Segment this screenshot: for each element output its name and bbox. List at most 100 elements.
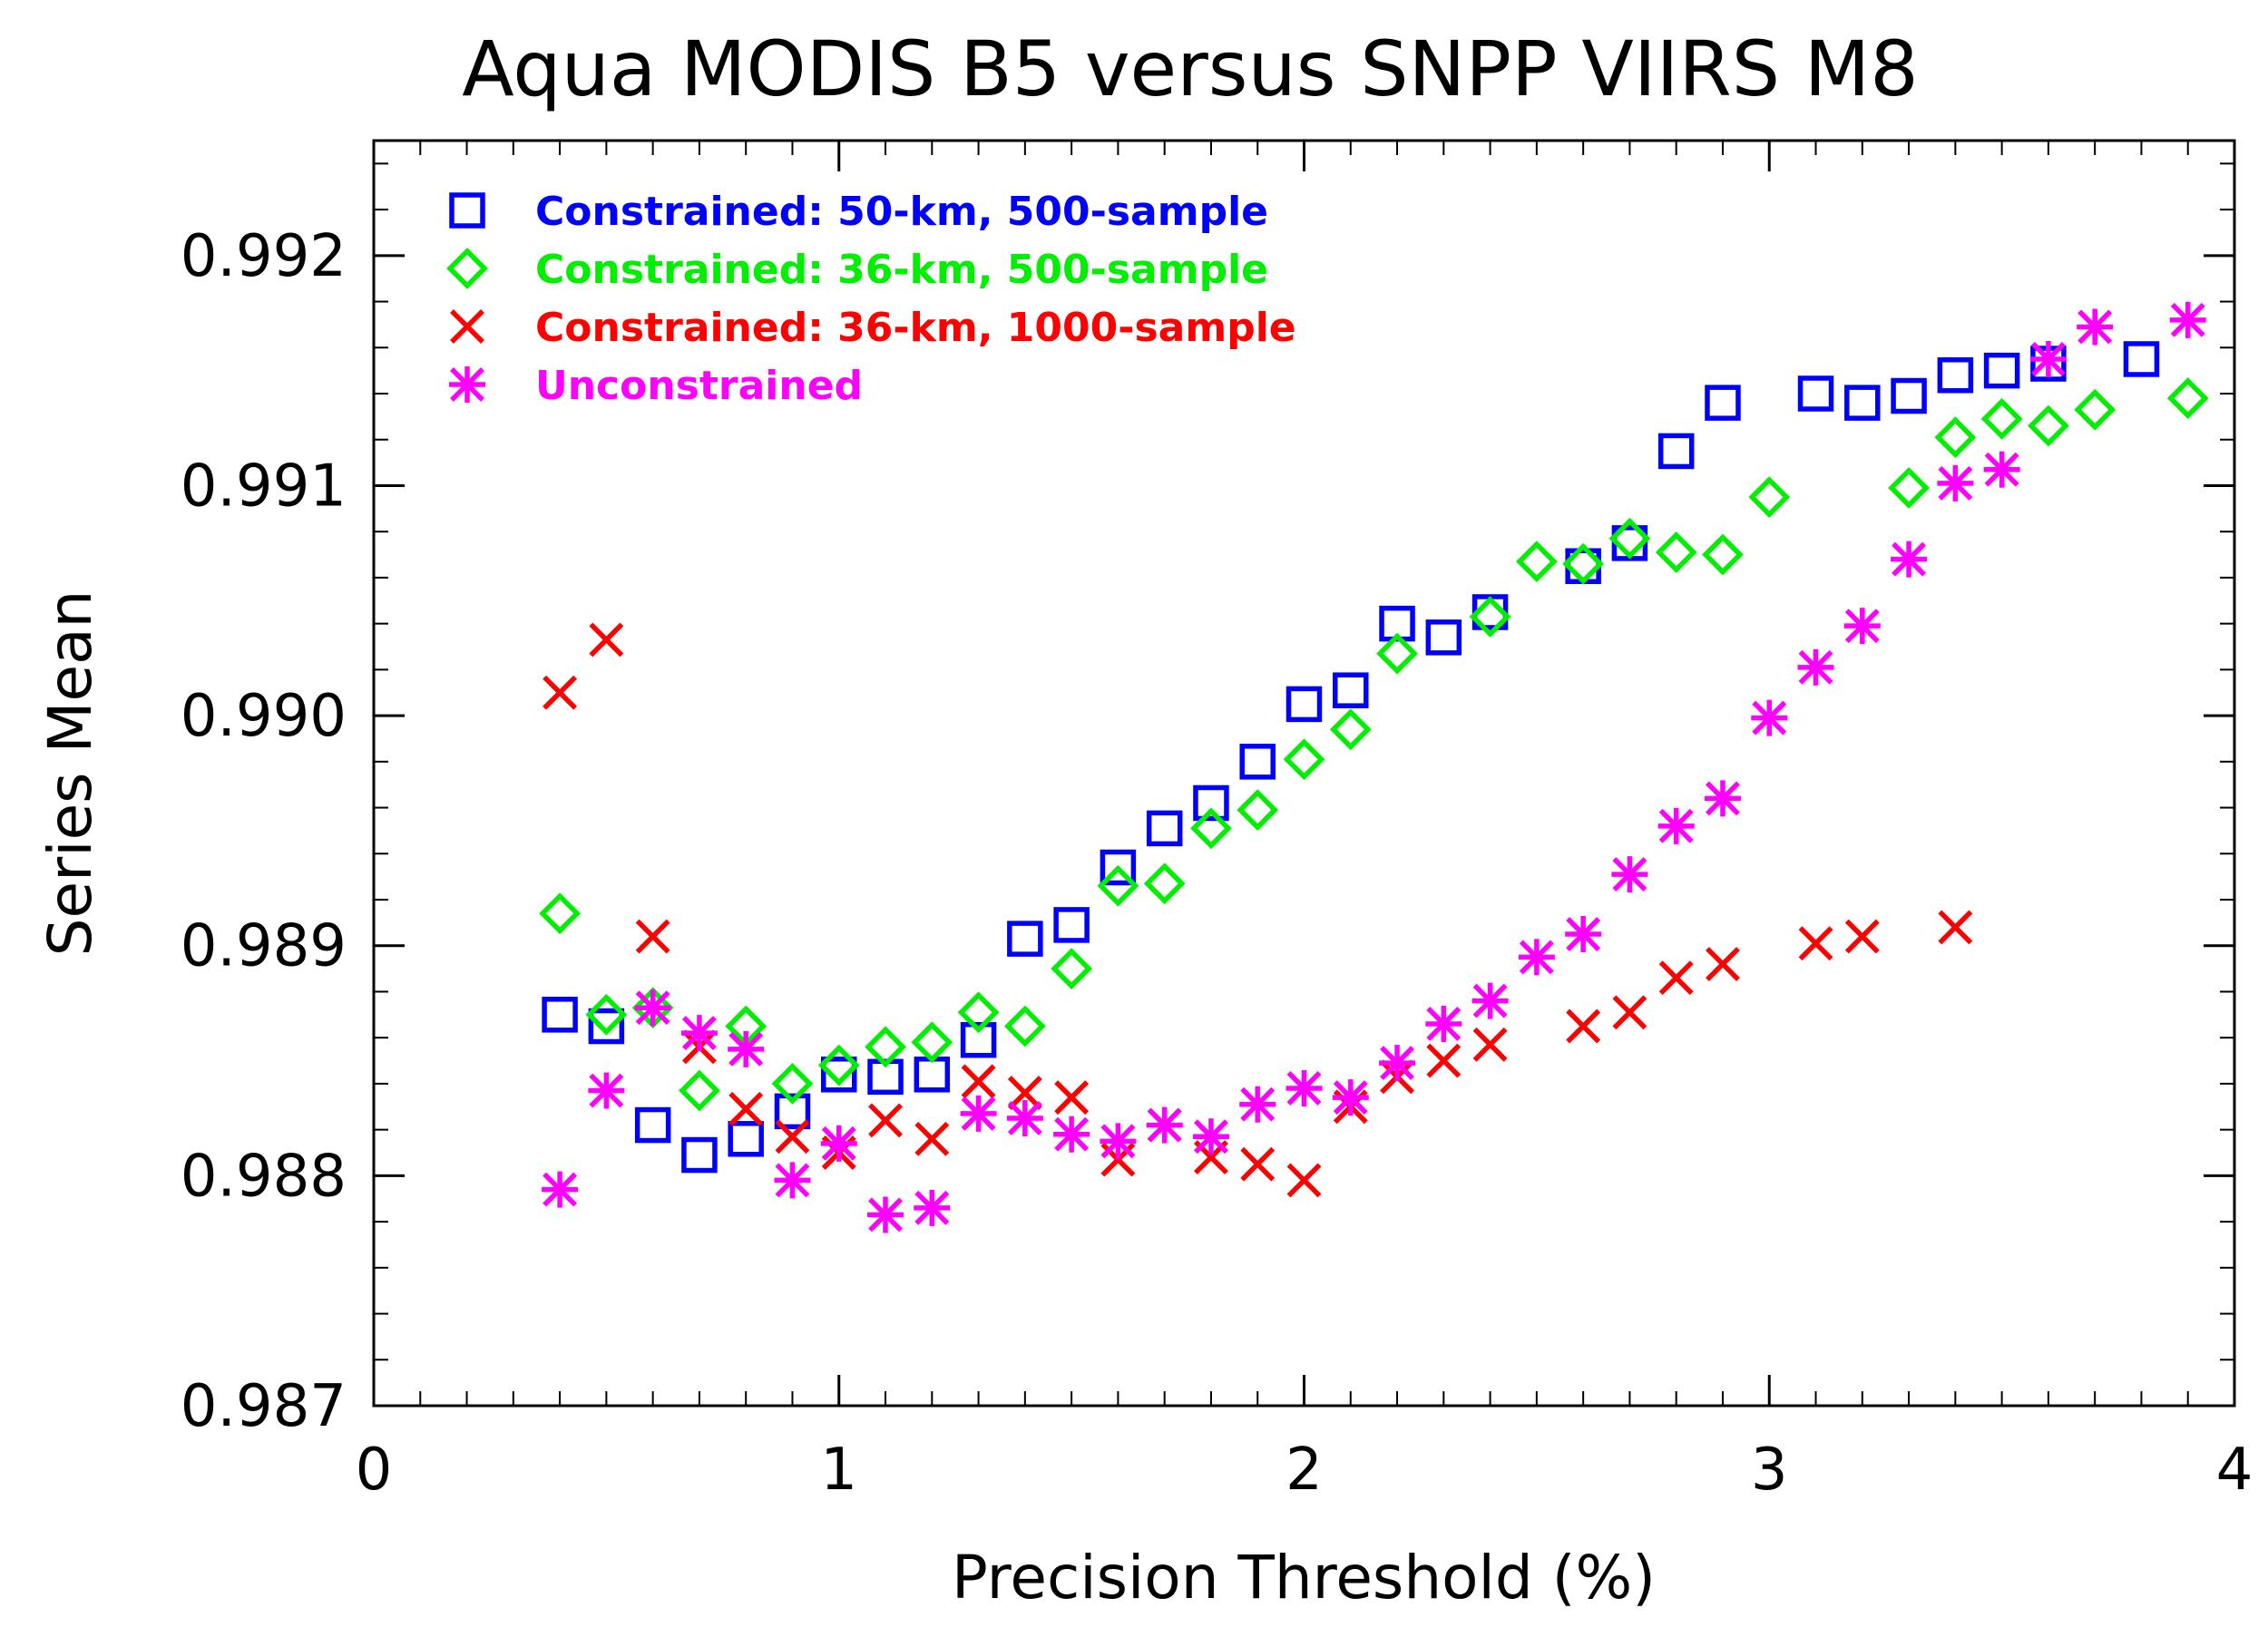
data-point: [1562, 542, 1605, 585]
legend-label: Constrained: 36-km, 500-sample: [535, 247, 1268, 293]
data-point: [960, 1095, 997, 1132]
x-tick-label: 2: [1286, 1437, 1323, 1504]
series-asterisk: [542, 301, 2206, 1233]
data-point: [1566, 1009, 1601, 1044]
data-point: [1053, 1116, 1090, 1153]
y-axis-label: Series Mean: [35, 590, 105, 957]
data-point: [914, 1189, 951, 1226]
data-point: [1237, 789, 1279, 831]
data-point: [2077, 308, 2114, 346]
data-point: [1146, 1106, 1183, 1144]
data-point: [865, 1026, 906, 1068]
legend-label: Unconstrained: [535, 363, 863, 409]
x-tick-label: 4: [2216, 1437, 2253, 1504]
data-point: [1146, 810, 1183, 847]
data-point: [1937, 464, 1974, 502]
data-point: [1333, 672, 1369, 708]
y-tick-label: 0.988: [181, 1143, 347, 1210]
data-point: [1286, 686, 1323, 723]
data-point: [1003, 1005, 1046, 1047]
y-tick-label: 0.987: [181, 1373, 347, 1440]
data-point: [543, 675, 578, 710]
data-point: [1751, 699, 1788, 736]
data-point: [1937, 356, 1974, 394]
data-point: [679, 1069, 720, 1112]
data-point: [680, 1015, 718, 1052]
data-point: [1655, 531, 1697, 573]
data-point: [1657, 433, 1695, 470]
data-point: [2074, 388, 2116, 431]
y-tick-label: 0.990: [181, 683, 347, 750]
data-point: [1425, 619, 1462, 656]
data-point: [774, 1093, 811, 1130]
data-point: [1097, 864, 1139, 907]
data-point: [867, 1196, 904, 1233]
data-point: [588, 1008, 625, 1045]
data-point: [1471, 982, 1509, 1019]
x-tick-label: 0: [356, 1437, 393, 1504]
data-point: [585, 993, 628, 1036]
x-tick-label: 3: [1751, 1437, 1788, 1504]
data-point: [1006, 1099, 1043, 1136]
data-point: [774, 1162, 811, 1199]
data-point: [1469, 596, 1511, 638]
data-point: [1844, 919, 1880, 954]
data-point: [1843, 608, 1881, 645]
data-point: [2123, 341, 2160, 377]
data-point: [1938, 910, 1973, 945]
data-point: [868, 1103, 903, 1138]
data-point: [728, 1121, 764, 1157]
data-point: [1705, 385, 1741, 421]
data-point: [2028, 404, 2069, 447]
data-point: [2169, 301, 2206, 338]
data-point: [1007, 1076, 1042, 1110]
data-point: [634, 1106, 671, 1144]
data-point: [1748, 476, 1791, 519]
data-point: [1472, 1027, 1508, 1062]
x-axis-label: Precision Threshold (%): [952, 1543, 1656, 1613]
data-point: [771, 1063, 814, 1105]
data-point: [961, 1064, 996, 1099]
series-diamond: [539, 377, 2209, 1112]
data-point: [1518, 939, 1555, 976]
data-point: [1983, 451, 2020, 488]
data-point: [1239, 1086, 1276, 1123]
data-point: [1100, 1123, 1137, 1160]
data-point: [1844, 385, 1881, 421]
data-point: [821, 1057, 857, 1093]
data-point: [1797, 648, 1834, 686]
data-point: [1798, 926, 1833, 961]
chart-title: Aqua MODIS B5 versus SNPP VIIRS M8: [462, 24, 1918, 113]
data-point: [1980, 398, 2023, 440]
data-point: [2166, 377, 2209, 419]
data-point: [1007, 921, 1043, 957]
data-point: [1983, 352, 2020, 389]
legend-marker: [446, 248, 488, 289]
data-point: [1054, 1080, 1090, 1116]
data-point: [728, 1091, 764, 1126]
data-point: [1515, 541, 1558, 583]
x-tick-label: 1: [820, 1437, 857, 1504]
legend-marker: [449, 366, 485, 403]
data-point: [1891, 541, 1928, 578]
data-point: [1797, 375, 1834, 412]
plot-frame: [372, 139, 2236, 1408]
data-point: [539, 892, 581, 935]
data-point: [1239, 744, 1276, 780]
y-tick-label: 0.991: [181, 453, 347, 520]
data-point: [1379, 1045, 1416, 1082]
legend-label: Constrained: 36-km, 1000-sample: [535, 305, 1296, 351]
tick-labels: 0 1 2 3 4 0.987 0.988 0.989 0.990 0.991 0.992: [181, 223, 2253, 1504]
data-point: [542, 997, 578, 1033]
data-point: [911, 1021, 953, 1064]
data-point: [1051, 948, 1093, 989]
data-point: [1612, 995, 1647, 1030]
data-point: [1608, 517, 1651, 560]
data-point: [1702, 533, 1744, 576]
data-point: [820, 1125, 857, 1162]
data-point: [1891, 377, 1927, 414]
y-tick-label: 0.989: [181, 913, 347, 980]
data-point: [1706, 947, 1740, 981]
data-point: [1425, 1005, 1462, 1042]
